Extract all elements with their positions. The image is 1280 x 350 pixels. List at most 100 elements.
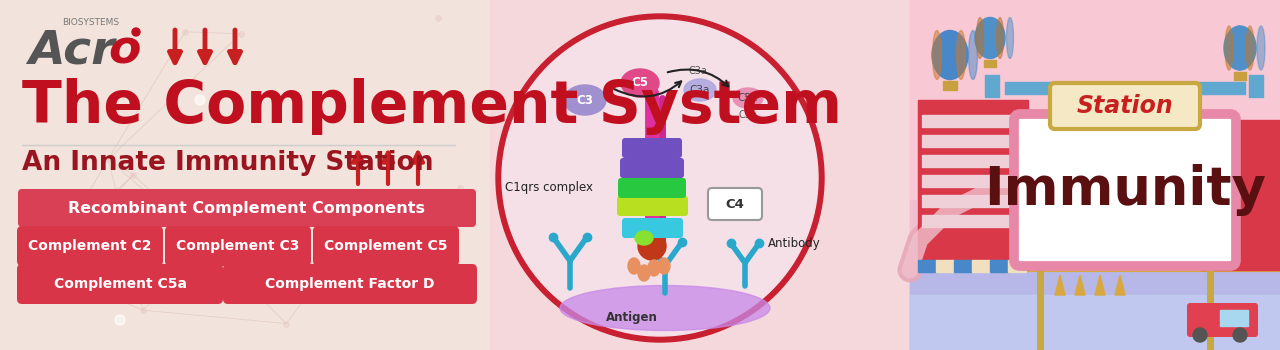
Bar	[1009, 260, 1027, 272]
Text: C3: C3	[576, 93, 594, 106]
Ellipse shape	[1257, 26, 1265, 70]
Bar	[1249, 75, 1263, 97]
Bar	[989, 260, 1009, 272]
Text: Complement Factor D: Complement Factor D	[265, 277, 435, 291]
Circle shape	[195, 95, 205, 105]
FancyBboxPatch shape	[1014, 114, 1236, 266]
Text: Complement C3: Complement C3	[177, 239, 300, 253]
Bar	[922, 155, 1024, 167]
Text: o: o	[108, 28, 141, 73]
FancyBboxPatch shape	[617, 196, 689, 216]
FancyBboxPatch shape	[622, 138, 682, 158]
Ellipse shape	[977, 18, 983, 58]
Ellipse shape	[684, 79, 716, 101]
Ellipse shape	[658, 258, 669, 274]
Circle shape	[274, 274, 285, 286]
Text: C5a: C5a	[737, 93, 758, 103]
Ellipse shape	[997, 18, 1004, 58]
Ellipse shape	[969, 30, 978, 79]
Ellipse shape	[561, 286, 771, 330]
Ellipse shape	[733, 88, 763, 108]
Bar	[910, 0, 1280, 350]
FancyBboxPatch shape	[18, 189, 476, 227]
Circle shape	[637, 232, 666, 260]
Ellipse shape	[628, 258, 640, 274]
Bar	[918, 100, 1028, 270]
Ellipse shape	[564, 85, 605, 115]
Circle shape	[393, 233, 407, 247]
Ellipse shape	[637, 265, 650, 281]
Bar	[954, 260, 972, 272]
Text: C5a: C5a	[739, 110, 758, 120]
FancyBboxPatch shape	[708, 188, 762, 220]
Text: Station: Station	[1076, 94, 1174, 118]
Ellipse shape	[648, 260, 660, 276]
Bar	[943, 81, 957, 90]
Bar	[1220, 310, 1248, 326]
Ellipse shape	[945, 30, 954, 79]
Circle shape	[1233, 328, 1247, 342]
Bar	[1201, 120, 1280, 270]
Bar	[986, 75, 998, 97]
Ellipse shape	[1006, 18, 1014, 58]
FancyBboxPatch shape	[622, 218, 684, 238]
Ellipse shape	[621, 69, 659, 97]
Ellipse shape	[933, 30, 942, 79]
Bar	[490, 0, 910, 350]
Ellipse shape	[987, 18, 993, 58]
Bar	[922, 115, 1024, 127]
Bar	[918, 260, 936, 272]
Bar	[972, 260, 989, 272]
Text: Antigen: Antigen	[605, 312, 658, 324]
Text: C4: C4	[726, 197, 745, 210]
Polygon shape	[1115, 275, 1125, 295]
FancyBboxPatch shape	[314, 226, 460, 266]
Bar	[1234, 72, 1245, 80]
Bar	[0, 0, 490, 350]
Circle shape	[132, 28, 140, 36]
Bar	[922, 215, 1024, 227]
Ellipse shape	[956, 30, 965, 79]
Text: An Innate Immunity Station: An Innate Immunity Station	[22, 150, 434, 176]
Text: Antibody: Antibody	[768, 237, 820, 250]
Polygon shape	[1075, 275, 1085, 295]
Text: C3a: C3a	[689, 66, 708, 76]
Bar	[910, 0, 1280, 350]
Circle shape	[115, 315, 125, 325]
FancyBboxPatch shape	[223, 264, 477, 304]
Circle shape	[497, 14, 824, 342]
Text: C1qrs complex: C1qrs complex	[506, 182, 593, 195]
Circle shape	[502, 20, 818, 336]
Bar	[1005, 82, 1245, 94]
Text: The Complement System: The Complement System	[22, 78, 842, 135]
Polygon shape	[1055, 275, 1065, 295]
Ellipse shape	[1235, 26, 1243, 70]
Ellipse shape	[1225, 26, 1233, 70]
Ellipse shape	[1224, 26, 1256, 70]
Bar	[922, 195, 1024, 207]
FancyBboxPatch shape	[1187, 303, 1258, 337]
Circle shape	[1193, 328, 1207, 342]
Ellipse shape	[1245, 26, 1254, 70]
FancyBboxPatch shape	[618, 178, 686, 198]
FancyBboxPatch shape	[165, 226, 311, 266]
Text: Recombinant Complement Components: Recombinant Complement Components	[69, 201, 425, 216]
Bar	[984, 60, 996, 67]
FancyBboxPatch shape	[620, 158, 684, 178]
Bar	[936, 260, 954, 272]
Text: C3a: C3a	[690, 85, 710, 95]
Circle shape	[52, 192, 68, 208]
Bar	[922, 135, 1024, 147]
Bar	[910, 295, 1280, 350]
Ellipse shape	[975, 18, 1005, 58]
Text: C5: C5	[631, 77, 649, 90]
FancyBboxPatch shape	[1050, 83, 1201, 129]
Bar	[910, 270, 1280, 350]
FancyBboxPatch shape	[17, 264, 223, 304]
Polygon shape	[1094, 275, 1105, 295]
Text: Complement C5: Complement C5	[324, 239, 448, 253]
Text: Complement C2: Complement C2	[28, 239, 152, 253]
Ellipse shape	[635, 231, 653, 245]
Text: BIOSYSTEMS: BIOSYSTEMS	[61, 18, 119, 27]
Ellipse shape	[932, 30, 968, 79]
